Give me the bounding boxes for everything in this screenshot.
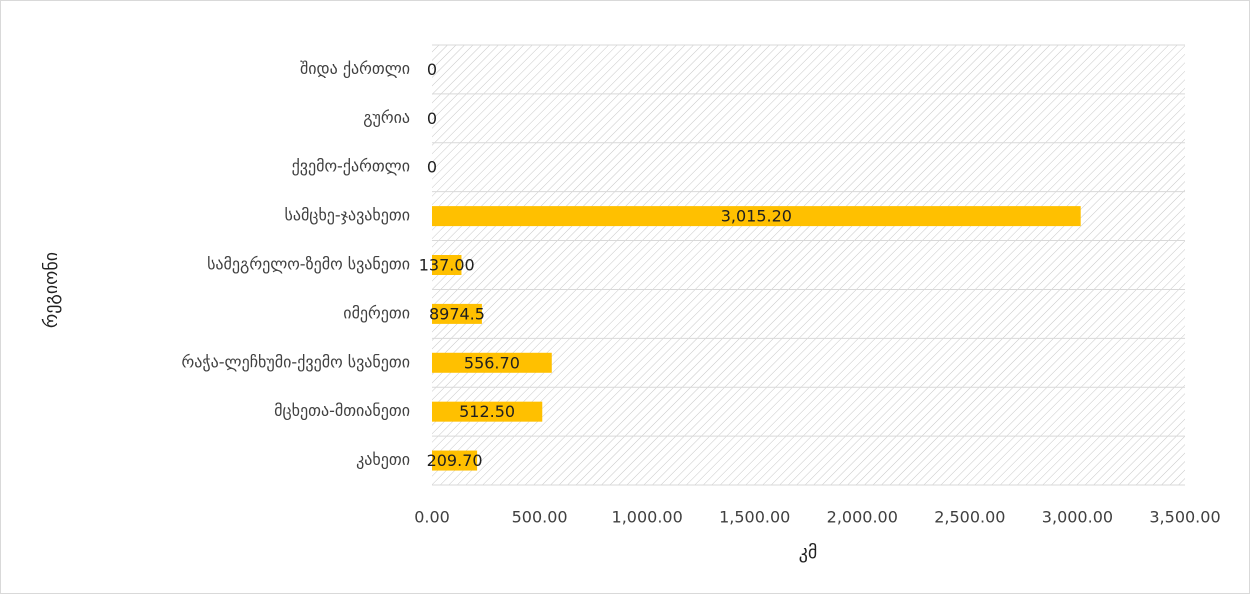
- value-label: 8974.5: [429, 304, 485, 323]
- bar: [432, 255, 462, 275]
- x-tick-label: 3,500.00: [1149, 508, 1220, 527]
- bar: [432, 303, 482, 324]
- bar: [432, 450, 478, 471]
- x-tick-label: 3,000.00: [1042, 508, 1113, 527]
- y-tick-label: შიდა ქართლი: [300, 59, 410, 78]
- x-tick-label: 1,500.00: [719, 508, 790, 527]
- x-tick-label: 2,000.00: [827, 508, 898, 527]
- y-tick-label: სამცხე-ჯავახეთი: [284, 206, 410, 225]
- x-tick-label: 2,500.00: [934, 508, 1005, 527]
- y-tick-label: ქვემო-ქართლი: [292, 157, 410, 176]
- value-label: 556.70: [464, 353, 520, 372]
- value-label: 3,015.20: [721, 207, 792, 226]
- y-tick-label: კახეთი: [356, 450, 410, 469]
- value-label: 209.70: [427, 451, 483, 470]
- y-tick-label: გურია: [363, 108, 410, 127]
- value-label: 0: [427, 60, 437, 79]
- x-axis-title: კმ: [799, 542, 818, 563]
- value-label: 512.50: [459, 402, 515, 421]
- x-tick-label: 500.00: [512, 508, 568, 527]
- y-tick-label: იმერეთი: [343, 303, 410, 322]
- bar: [432, 352, 552, 373]
- plot-area: [432, 45, 1185, 485]
- x-tick-label: 1,000.00: [612, 508, 683, 527]
- y-tick-label: სამეგრელო-ზემო სვანეთი: [207, 255, 410, 274]
- value-label: 137.00: [419, 256, 475, 275]
- y-tick-label: მცხეთა-მთიანეთი: [274, 401, 410, 420]
- x-tick-label: 0.00: [414, 508, 450, 527]
- y-axis-title: რეგიონი: [41, 252, 62, 328]
- bar: [432, 206, 1081, 227]
- y-tick-label: რაჭა-ლეჩხუმი-ქვემო სვანეთი: [181, 352, 410, 371]
- value-label: 0: [427, 109, 437, 128]
- bar: [432, 401, 543, 422]
- value-label: 0: [427, 158, 437, 177]
